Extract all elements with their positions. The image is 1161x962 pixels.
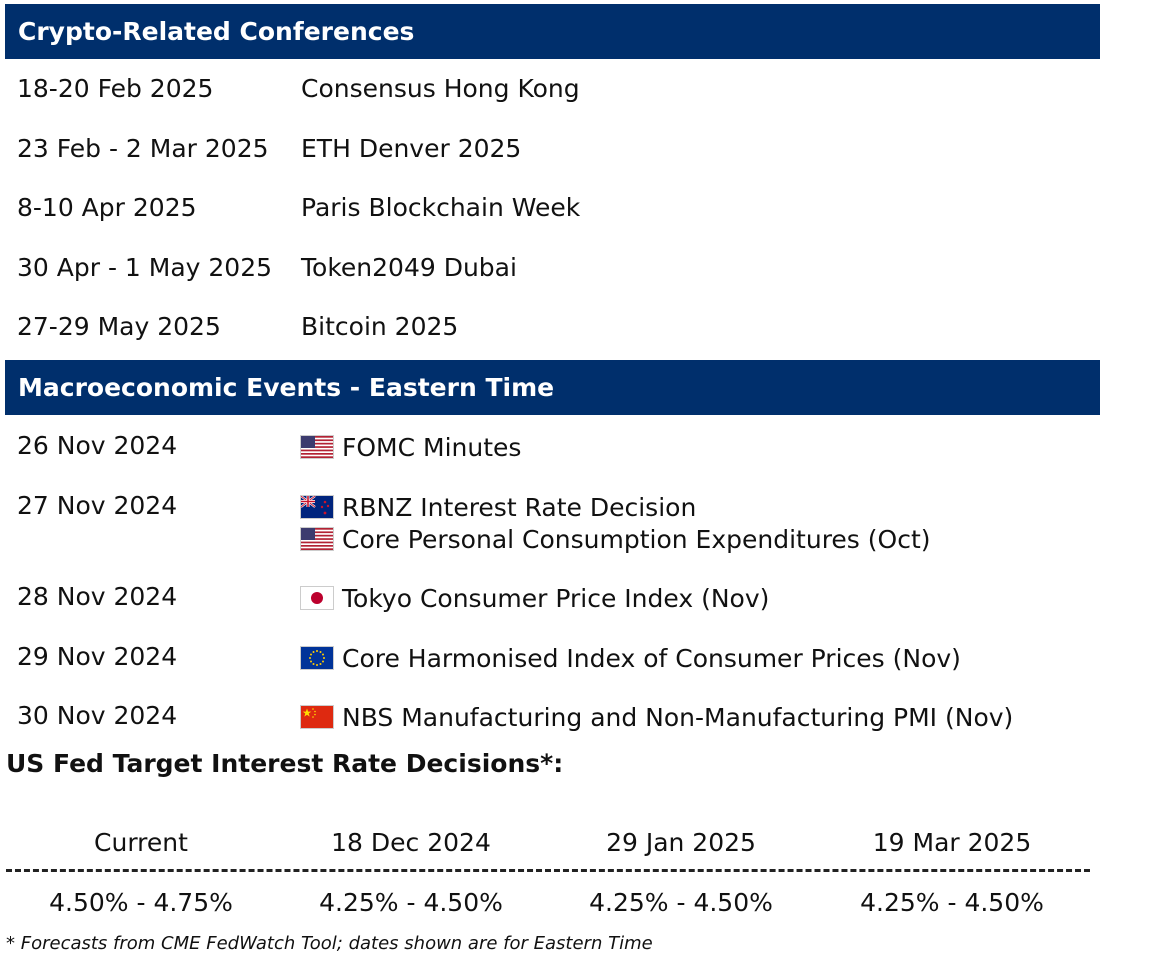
macro-date: 29 Nov 2024 <box>17 642 178 671</box>
macro-event: RBNZ Interest Rate Decision <box>301 491 931 523</box>
fed-rate-value: 4.25% - 4.50% <box>860 888 1044 917</box>
macro-event-text: Core Personal Consumption Expenditures (… <box>342 524 931 554</box>
fed-column-label: 18 Dec 2024 <box>331 828 491 857</box>
macro-event: NBS Manufacturing and Non-Manufacturing … <box>301 701 1013 733</box>
conference-date: 23 Feb - 2 Mar 2025 <box>17 134 269 163</box>
nz-flag-icon <box>301 496 333 518</box>
macro-event: Tokyo Consumer Price Index (Nov) <box>301 582 769 614</box>
conference-name: Bitcoin 2025 <box>301 312 459 341</box>
fed-rate-value: 4.50% - 4.75% <box>49 888 233 917</box>
cn-flag-icon <box>301 706 333 728</box>
conference-date: 30 Apr - 1 May 2025 <box>17 253 273 282</box>
macro-event-text: Tokyo Consumer Price Index (Nov) <box>342 583 770 613</box>
fed-title: US Fed Target Interest Rate Decisions*: <box>6 749 564 778</box>
fed-column-label: 19 Mar 2025 <box>872 828 1032 857</box>
macro-header: Macroeconomic Events - Eastern Time <box>5 360 1100 415</box>
conference-name: Consensus Hong Kong <box>301 74 580 103</box>
conference-date: 8-10 Apr 2025 <box>17 193 197 222</box>
jp-flag-icon <box>301 587 333 609</box>
macro-event: FOMC Minutes <box>301 431 521 463</box>
macro-event-text: RBNZ Interest Rate Decision <box>342 492 697 522</box>
fed-column-label: Current <box>94 828 188 857</box>
fed-rate-value: 4.25% - 4.50% <box>589 888 773 917</box>
macro-event-text: Core Harmonised Index of Consumer Prices… <box>342 643 961 673</box>
macro-date: 30 Nov 2024 <box>17 701 178 730</box>
conferences-header-title: Crypto-Related Conferences <box>18 17 415 46</box>
us-flag-icon <box>301 436 333 458</box>
dotted-divider <box>6 869 1090 872</box>
macro-date: 28 Nov 2024 <box>17 582 178 611</box>
conference-name: ETH Denver 2025 <box>301 134 522 163</box>
fed-column-label: 29 Jan 2025 <box>606 828 756 857</box>
macro-event-text: NBS Manufacturing and Non-Manufacturing … <box>342 702 1014 732</box>
eu-flag-icon <box>301 647 333 669</box>
macro-date: 26 Nov 2024 <box>17 431 178 460</box>
macro-header-title: Macroeconomic Events - Eastern Time <box>18 373 555 402</box>
conference-date: 18-20 Feb 2025 <box>17 74 214 103</box>
macro-event: Core Harmonised Index of Consumer Prices… <box>301 642 961 674</box>
conference-date: 27-29 May 2025 <box>17 312 221 341</box>
macro-event-text: FOMC Minutes <box>342 432 522 462</box>
conferences-header: Crypto-Related Conferences <box>5 4 1100 59</box>
footnote: * Forecasts from CME FedWatch Tool; date… <box>6 933 653 954</box>
fed-rate-value: 4.25% - 4.50% <box>319 888 503 917</box>
macro-event: Core Personal Consumption Expenditures (… <box>301 523 931 555</box>
macro-date: 27 Nov 2024 <box>17 491 178 520</box>
conference-name: Token2049 Dubai <box>301 253 517 282</box>
us-flag-icon <box>301 528 333 550</box>
conference-name: Paris Blockchain Week <box>301 193 581 222</box>
